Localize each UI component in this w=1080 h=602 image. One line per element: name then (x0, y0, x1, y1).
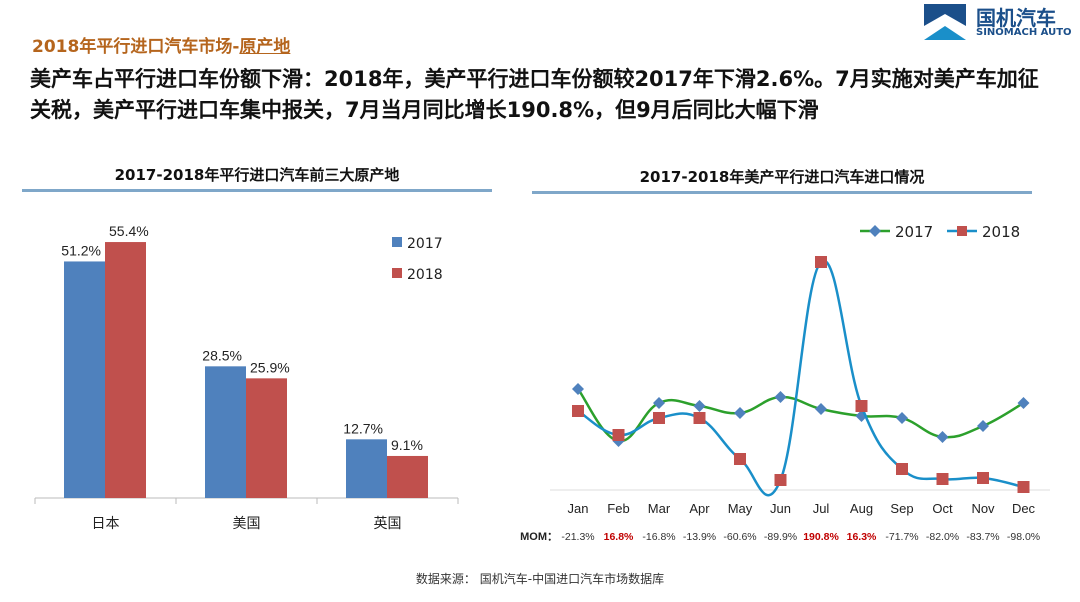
point-2018-Sep (896, 463, 908, 475)
point-2017-Dec (1017, 397, 1030, 409)
source-note: 数据来源： 国机汽车-中国进口汽车市场数据库 (415, 572, 665, 586)
point-2018-Apr (693, 412, 706, 424)
logo-cn: 国机汽车 (976, 6, 1056, 30)
mom-value: -16.8% (642, 531, 675, 543)
point-2017-Nov (977, 420, 989, 432)
x-tick-label: 英国 (374, 515, 402, 532)
data-label: 28.5% (202, 347, 242, 363)
mom-value: -98.0% (1007, 531, 1040, 543)
series-line-2018 (577, 259, 1024, 497)
legend-marker (957, 226, 967, 236)
mom-value: -60.6% (723, 531, 756, 543)
x-tick-label: Aug (850, 501, 873, 516)
bar-2018-美国 (246, 378, 287, 498)
data-label: 9.1% (391, 437, 423, 453)
legend-swatch (392, 237, 402, 247)
point-2018-Jan (572, 405, 584, 417)
mom-value: 190.8% (803, 531, 839, 543)
x-tick-label: Mar (648, 501, 671, 516)
data-label: 55.4% (109, 223, 149, 239)
data-label: 12.7% (343, 420, 383, 436)
point-2018-Aug (855, 400, 868, 412)
point-2018-Feb (612, 429, 625, 441)
bar-2018-日本 (105, 242, 146, 498)
legend-swatch (392, 268, 402, 278)
divider (22, 189, 492, 192)
x-tick-label: Feb (607, 501, 629, 516)
divider (532, 191, 1032, 194)
mom-value: -13.9% (683, 531, 716, 543)
legend-label: 2018 (407, 267, 443, 283)
mom-label: MOM： (520, 531, 558, 543)
point-2018-Jul (815, 256, 827, 268)
mom-value: 16.8% (604, 531, 634, 543)
point-2017-Jul (815, 403, 827, 415)
legend-marker (869, 225, 881, 237)
logo-mark-icon (924, 4, 966, 40)
point-2017-Apr (693, 400, 706, 412)
x-tick-label: 美国 (233, 516, 261, 532)
logo-en: SINOMACH AUTO (976, 27, 1072, 38)
mom-value: 16.3% (847, 531, 877, 543)
point-2018-Dec (1017, 481, 1030, 493)
x-tick-label: Oct (932, 501, 953, 516)
mom-value: -82.0% (926, 531, 959, 543)
legend-label: 2017 (407, 236, 443, 252)
point-2018-May (734, 453, 746, 465)
mom-value: -83.7% (966, 531, 999, 543)
x-tick-label: Jul (813, 501, 830, 516)
x-tick-label: Dec (1012, 501, 1036, 516)
mom-value: -89.9% (764, 531, 797, 543)
bar-2017-日本 (64, 261, 105, 498)
point-2018-Mar (653, 412, 665, 424)
x-tick-label: Apr (689, 501, 710, 516)
series-line-2017 (576, 388, 1025, 443)
line-chart: Jan Feb Mar Apr May Jun Jul Aug Sep Oct Nov Dec MOM：… (520, 223, 1050, 543)
point-2017-Jan (572, 383, 584, 395)
logo: 国机汽车 SINOMACH AUTO (918, 2, 1078, 42)
x-tick-label: Sep (890, 501, 913, 516)
point-2017-Jun (774, 391, 787, 403)
mom-value: -71.7% (885, 531, 918, 543)
point-2017-Oct (936, 431, 949, 443)
bar-chart-title: 2017-2018年平行进口汽车前三大原产地 (114, 166, 400, 184)
point-2017-Mar (653, 397, 665, 409)
mom-value: -21.3% (561, 531, 594, 543)
point-2018-Nov (977, 472, 989, 484)
bar-2017-英国 (346, 439, 387, 498)
x-tick-label: Nov (971, 501, 995, 516)
x-tick-label: Jan (568, 501, 589, 516)
legend-label: 2018 (982, 223, 1020, 241)
x-tick-label: May (728, 501, 753, 516)
data-label: 51.2% (61, 242, 101, 258)
point-2018-Oct (936, 473, 949, 485)
point-2017-May (734, 407, 746, 419)
line-chart-title: 2017-2018年美产平行进口汽车进口情况 (639, 168, 925, 186)
x-tick-label: 日本 (92, 516, 120, 532)
x-tick-label: Jun (770, 501, 791, 516)
bar-chart: 51.2% 55.4% 日本 28.5% 25.9% 美国 12.7% 9.1% 英国 2017 2… (34, 223, 459, 532)
bar-2018-英国 (387, 455, 428, 498)
point-2017-Sep (896, 412, 908, 424)
section-title-prefix: 2018年平行进口汽车市场- (32, 37, 240, 57)
headline: 美产车占平行进口车份额下滑：2018年，美产平行进口车份额较2017年下滑2.6… (30, 67, 1039, 122)
section-title-emphasis: 原产地 (239, 37, 291, 57)
point-2018-Jun (774, 474, 787, 486)
legend-label: 2017 (895, 223, 933, 241)
section-title: 2018年平行进口汽车市场-原产地 (32, 32, 290, 57)
data-label: 25.9% (250, 359, 290, 375)
bar-2017-美国 (205, 366, 246, 498)
